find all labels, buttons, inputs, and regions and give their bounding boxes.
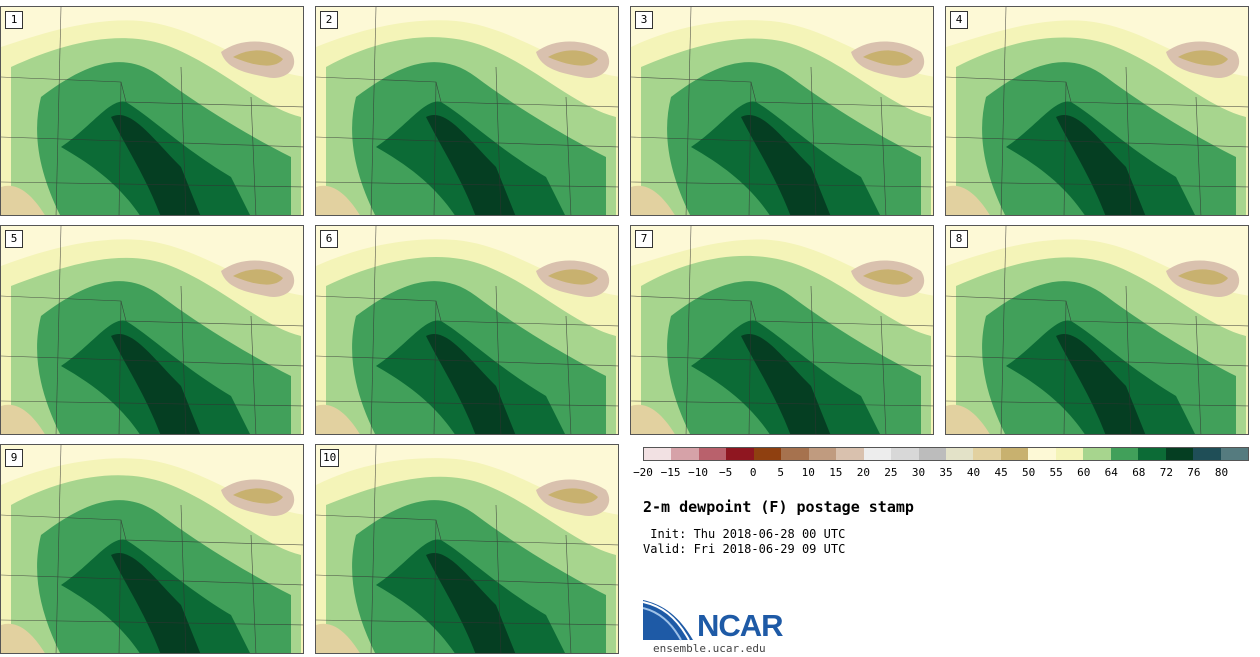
colorbar-tick-label: 15 (829, 466, 843, 479)
colorbar-swatch (808, 448, 837, 460)
colorbar-swatch (918, 448, 946, 460)
colorbar-swatch (836, 448, 864, 460)
colorbar-tick-label: −5 (719, 466, 733, 479)
colorbar-tick-label: 60 (1077, 466, 1091, 479)
colorbar-tick-label: −10 (688, 466, 709, 479)
colorbar-swatch (1055, 448, 1084, 460)
colorbar-tick-label: 45 (994, 466, 1008, 479)
postage-stamp-panel: 9 (0, 444, 304, 654)
colorbar-swatch (753, 448, 782, 460)
colorbar-tick-labels: −20 −15 −10 −5 0 5 10 15 20 25 30 35 40 45 50 55 60 64 68 7… (633, 466, 1249, 480)
member-number-label: 4 (950, 11, 968, 29)
colorbar-swatch (1000, 448, 1029, 460)
member-number-label: 3 (635, 11, 653, 29)
postage-stamp-panel: 1 (0, 6, 304, 216)
colorbar-tick-label: 30 (911, 466, 926, 479)
postage-stamp-panel: 10 (315, 444, 619, 654)
colorbar-tick-label: −15 (660, 466, 681, 479)
colorbar-tick-label: 25 (884, 466, 898, 479)
ncar-logo-text: NCAR (697, 608, 784, 643)
colorbar-swatch (671, 448, 699, 460)
ncar-logo-icon (643, 600, 693, 641)
colorbar-tick-label: 5 (777, 466, 785, 479)
colorbar-tick-label: 64 (1104, 466, 1118, 479)
dewpoint-colorbar (643, 447, 1249, 461)
colorbar-tick-label: 40 (966, 466, 981, 479)
postage-stamp-panel: 6 (315, 225, 619, 435)
colorbar-tick-label: 76 (1187, 466, 1201, 479)
member-number-label: 9 (5, 449, 23, 467)
plot-title: 2-m dewpoint (F) postage stamp (643, 498, 914, 516)
colorbar-swatch (891, 448, 919, 460)
ensemble-url: ensemble.ucar.edu (653, 642, 766, 655)
colorbar-swatch (644, 448, 672, 460)
member-number-label: 6 (320, 230, 338, 248)
member-number-label: 1 (5, 11, 23, 29)
colorbar-tick-label: 50 (1022, 466, 1036, 479)
colorbar-tick-label: 20 (856, 466, 870, 479)
postage-stamp-panel: 3 (630, 6, 934, 216)
colorbar-swatch (1165, 448, 1194, 460)
colorbar-tick-label: 35 (939, 466, 953, 479)
colorbar-tick-label: 0 (749, 466, 757, 479)
valid-time: Valid: Fri 2018-06-29 09 UTC (643, 542, 846, 556)
member-number-label: 10 (320, 449, 340, 467)
colorbar-swatch (698, 448, 727, 460)
colorbar-swatch (1220, 448, 1248, 460)
member-number-label: 8 (950, 230, 968, 248)
colorbar-tick-label: 10 (801, 466, 815, 479)
member-number-label: 5 (5, 230, 23, 248)
colorbar-swatch (1193, 448, 1221, 460)
colorbar-swatch (945, 448, 974, 460)
postage-stamp-panel: 4 (945, 6, 1249, 216)
colorbar-swatch (781, 448, 809, 460)
colorbar-swatch (1110, 448, 1139, 460)
postage-stamp-panel: 5 (0, 225, 304, 435)
colorbar-tick-label: 55 (1049, 466, 1063, 479)
init-time: Init: Thu 2018-06-28 00 UTC (643, 527, 846, 541)
member-number-label: 2 (320, 11, 338, 29)
postage-stamp-panel: 8 (945, 225, 1249, 435)
colorbar-swatch (973, 448, 1001, 460)
colorbar-tick-label: 68 (1132, 466, 1146, 479)
colorbar-swatch (863, 448, 892, 460)
colorbar-swatch (1028, 448, 1056, 460)
member-number-label: 7 (635, 230, 653, 248)
postage-stamp-panel: 7 (630, 225, 934, 435)
colorbar-tick-label: 72 (1159, 466, 1173, 479)
colorbar-tick-label: −20 (633, 466, 653, 479)
colorbar-swatch (1138, 448, 1166, 460)
colorbar-swatch (1083, 448, 1111, 460)
postage-stamp-panel: 2 (315, 6, 619, 216)
colorbar-swatch (726, 448, 754, 460)
colorbar-tick-label: 80 (1214, 466, 1229, 479)
